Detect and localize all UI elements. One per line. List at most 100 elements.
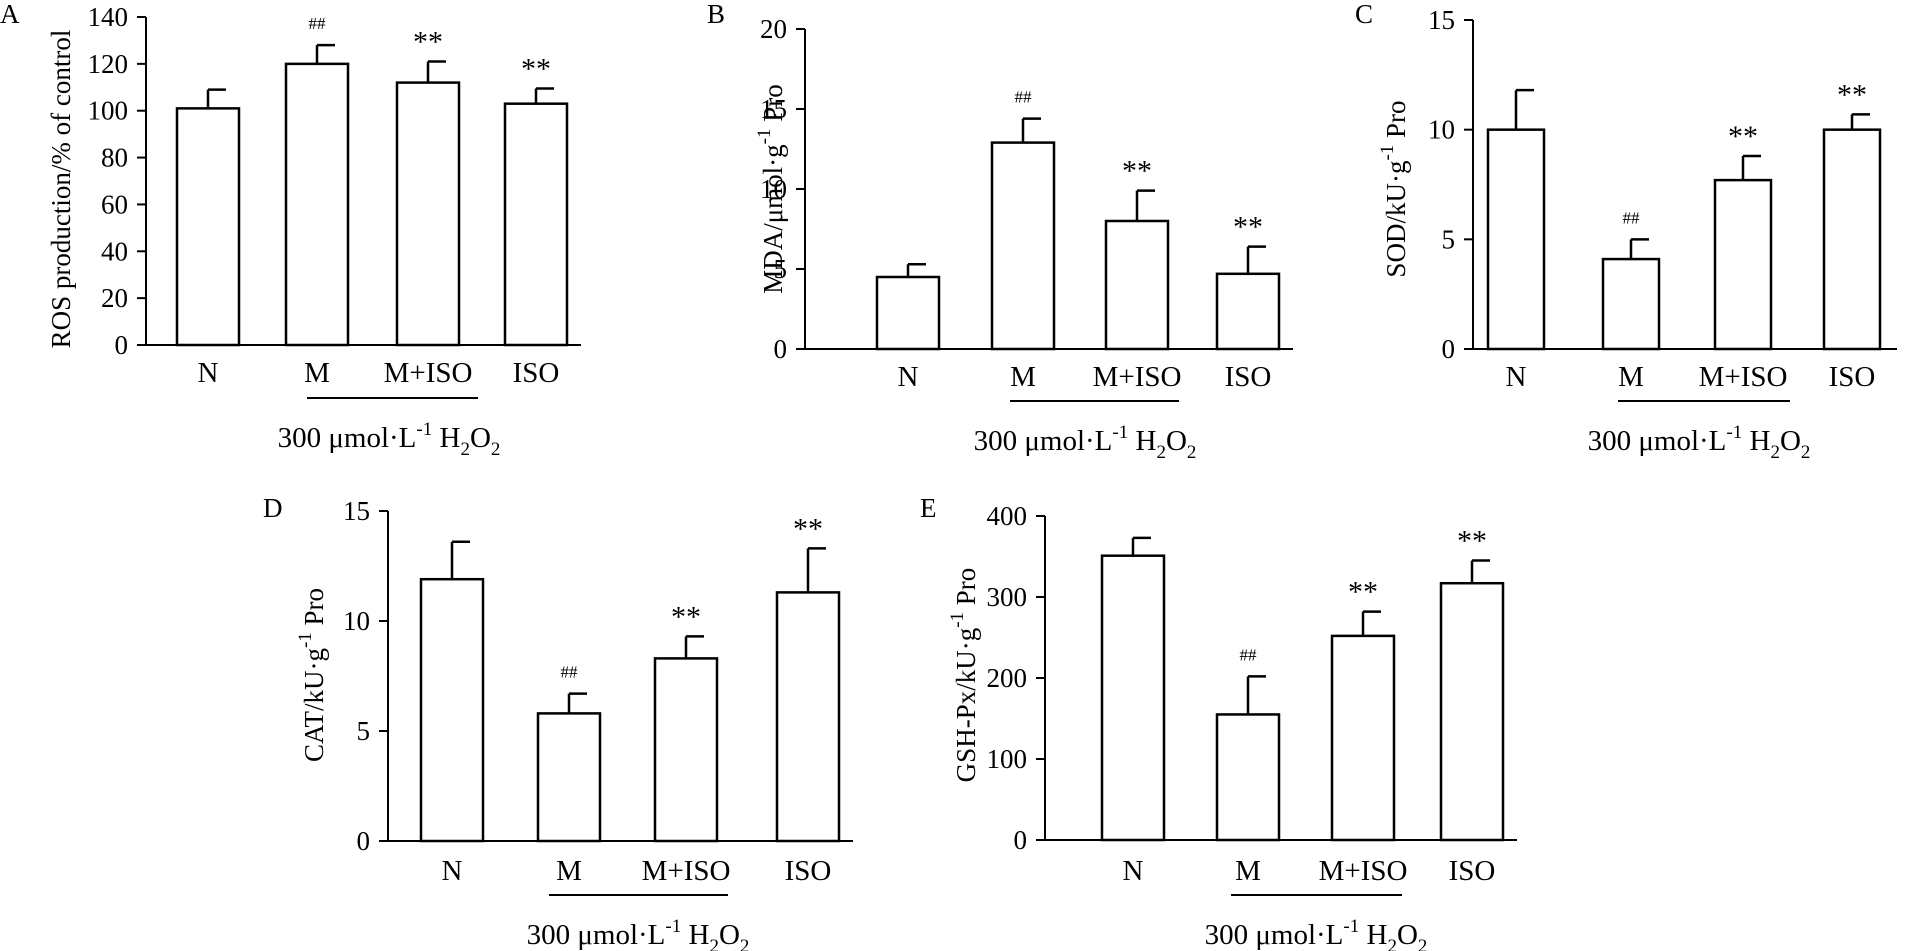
chart-panel-e: E 0 100 200 300 400 N ## M ** M+ISO ** ISO 300 μmol·L… <box>920 493 1517 951</box>
significance-hash-marker: ## <box>561 663 579 682</box>
bar-iso <box>503 102 569 347</box>
y-tick-label: 5 <box>1442 224 1456 254</box>
significance-star-marker: ** <box>1728 120 1758 153</box>
x-label-text: O <box>1780 425 1801 457</box>
bar-n <box>419 577 485 843</box>
y-label-text: Pro <box>951 568 981 612</box>
y-tick-label: 120 <box>88 49 129 79</box>
bar-m-plus-iso <box>395 81 461 347</box>
significance-hash-marker: ## <box>1015 88 1033 107</box>
y-tick-label: 15 <box>1428 5 1455 35</box>
y-tick-label: 40 <box>101 236 128 266</box>
bar-m <box>1601 257 1661 351</box>
x-axis-label: 300 μmol·L-1 H2O2 <box>278 419 501 460</box>
x-label-subscript: 2 <box>491 439 501 460</box>
x-category-label: ISO <box>513 357 560 389</box>
x-axis-label: 300 μmol·L-1 H2O2 <box>1588 422 1811 463</box>
bar-m-plus-iso <box>653 657 719 843</box>
y-tick-label: 10 <box>760 174 787 204</box>
x-label-text: H <box>1128 425 1156 457</box>
x-label-text: H <box>1359 919 1387 951</box>
y-tick-label: 10 <box>1428 115 1455 145</box>
bar-m-plus-iso <box>1330 634 1396 842</box>
y-tick-label: 60 <box>101 189 128 219</box>
x-category-label: ISO <box>785 855 832 887</box>
x-category-label: N <box>1506 361 1527 393</box>
x-category-label: M+ISO <box>384 357 473 389</box>
y-tick-label: 400 <box>987 501 1028 531</box>
y-tick-label: 100 <box>987 744 1028 774</box>
x-category-label: N <box>442 855 463 887</box>
significance-star-marker: ** <box>521 52 551 85</box>
panel-letter: B <box>707 0 725 29</box>
significance-star-marker: ** <box>1837 78 1867 111</box>
x-category-label: ISO <box>1829 361 1876 393</box>
y-axis-label: SOD/kU·g-1 Pro <box>1377 100 1411 277</box>
x-axis-label: 300 μmol·L-1 H2O2 <box>527 916 750 951</box>
significance-star-marker: ** <box>1233 211 1263 244</box>
x-label-superscript: -1 <box>1343 916 1359 937</box>
significance-star-marker: ** <box>1348 576 1378 609</box>
y-label-superscript: -1 <box>295 632 316 648</box>
x-label-superscript: -1 <box>416 419 432 440</box>
x-label-text: H <box>432 422 460 454</box>
significance-star-marker: ** <box>1122 155 1152 188</box>
x-label-subscript: 2 <box>460 439 470 460</box>
chart-panel-a: A 0 20 40 60 80 100 120 140 N ## M ** M+ISO ** ISO 300 μ… <box>0 0 581 460</box>
x-label-subscript: 2 <box>1387 936 1397 951</box>
y-label-superscript: -1 <box>1377 145 1398 161</box>
x-label-text: 300 μmol·L <box>278 422 417 454</box>
y-label-text: MDA/μmol·g <box>758 144 788 293</box>
y-tick-label: 0 <box>774 334 788 364</box>
x-label-subscript: 2 <box>1418 936 1428 951</box>
x-category-label: ISO <box>1449 855 1496 887</box>
significance-star-marker: ** <box>413 26 443 59</box>
x-category-label: N <box>1123 855 1144 887</box>
x-label-text: 300 μmol·L <box>527 919 666 951</box>
x-label-subscript: 2 <box>1770 442 1780 463</box>
x-category-label: M <box>556 855 582 887</box>
y-tick-label: 20 <box>101 283 128 313</box>
y-tick-label: 140 <box>88 2 129 32</box>
x-label-subscript: 2 <box>1187 442 1197 463</box>
bar-m-plus-iso <box>1713 178 1773 351</box>
bar-m <box>536 712 602 843</box>
y-label-text: Pro <box>1381 100 1411 144</box>
x-category-label: M <box>1618 361 1644 393</box>
x-label-superscript: -1 <box>1726 422 1742 443</box>
y-label-text: Pro <box>299 588 329 632</box>
x-category-label: M <box>304 357 330 389</box>
bar-n <box>875 275 941 351</box>
significance-star-marker: ** <box>793 512 823 545</box>
x-label-text: O <box>719 919 740 951</box>
y-tick-label: 0 <box>1442 334 1456 364</box>
bar-iso <box>1822 128 1882 351</box>
y-tick-label: 10 <box>343 606 370 636</box>
x-label-superscript: -1 <box>665 916 681 937</box>
significance-hash-marker: ## <box>1240 645 1258 664</box>
x-axis-label: 300 μmol·L-1 H2O2 <box>1205 916 1428 951</box>
y-label-superscript: -1 <box>947 612 968 628</box>
panel-letter: C <box>1355 0 1373 29</box>
y-tick-label: 0 <box>1014 825 1028 855</box>
significance-star-marker: ** <box>671 600 701 633</box>
y-tick-label: 0 <box>357 826 371 856</box>
x-category-label: ISO <box>1225 361 1272 393</box>
y-label-text: Pro <box>758 84 788 128</box>
x-label-subscript: 2 <box>709 936 719 951</box>
x-category-label: M <box>1235 855 1261 887</box>
x-category-label: M+ISO <box>1093 361 1182 393</box>
bar-m <box>990 141 1056 351</box>
x-label-text: H <box>681 919 709 951</box>
bar-iso <box>775 591 841 843</box>
x-category-label: M <box>1010 361 1036 393</box>
bar-m-plus-iso <box>1104 219 1170 351</box>
x-axis-label: 300 μmol·L-1 H2O2 <box>974 422 1197 463</box>
bar-iso <box>1215 272 1281 351</box>
x-category-label: M+ISO <box>1699 361 1788 393</box>
y-tick-label: 20 <box>760 14 787 44</box>
significance-star-marker: ** <box>1457 525 1487 558</box>
